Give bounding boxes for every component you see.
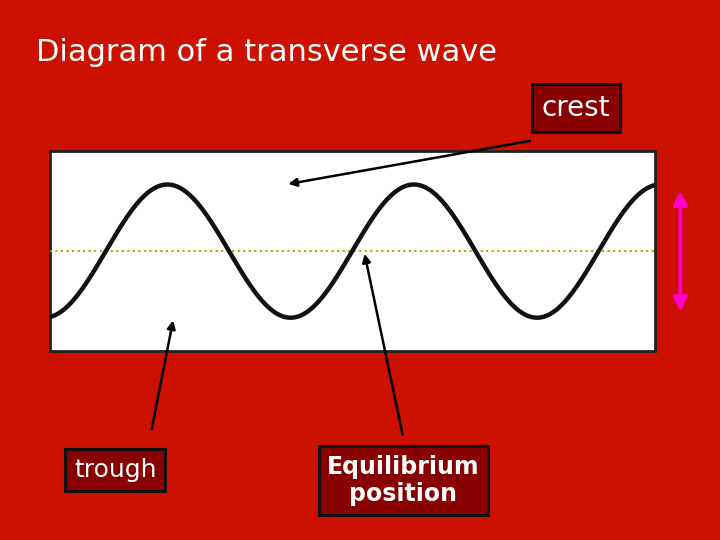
Text: trough: trough (74, 458, 156, 482)
Text: crest: crest (541, 94, 611, 122)
Text: Equilibrium
position: Equilibrium position (327, 455, 480, 507)
FancyBboxPatch shape (50, 151, 655, 351)
Text: Diagram of a transverse wave: Diagram of a transverse wave (36, 38, 497, 67)
